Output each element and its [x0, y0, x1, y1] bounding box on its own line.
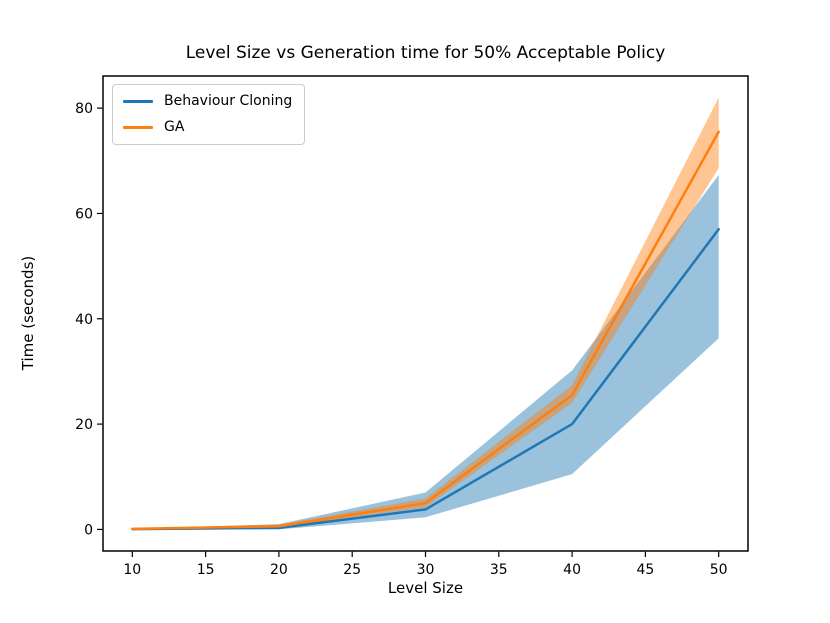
legend-label-ga: GA	[164, 119, 185, 135]
legend-entry-ga: GA	[123, 118, 292, 137]
y-tick-label: 60	[75, 206, 93, 222]
series-line-1	[131, 130, 720, 531]
x-tick-label: 50	[710, 562, 728, 578]
confidence-band-0	[132, 175, 719, 530]
x-tick-label: 15	[197, 562, 215, 578]
x-tick-label: 25	[343, 562, 361, 578]
y-tick-label: 20	[75, 417, 93, 433]
chart-title: Level Size vs Generation time for 50% Ac…	[185, 43, 666, 63]
x-tick-label: 20	[270, 562, 288, 578]
x-tick-label: 10	[123, 562, 141, 578]
x-tick-label: 40	[563, 562, 581, 578]
y-tick-label: 0	[84, 522, 93, 538]
legend-swatch-ga-icon	[123, 126, 153, 129]
y-axis-label: Time (seconds)	[19, 255, 37, 371]
plot-border	[102, 75, 749, 552]
x-tick-label: 30	[417, 562, 435, 578]
y-tick-label: 80	[75, 101, 93, 117]
legend-swatch-behaviour-cloning-icon	[123, 100, 153, 103]
x-axis-label: Level Size	[387, 579, 464, 597]
legend-entry-behaviour-cloning: Behaviour Cloning	[123, 92, 292, 111]
x-tick-label: 35	[490, 562, 508, 578]
y-tick-label: 40	[75, 312, 93, 328]
legend-label-behaviour-cloning: Behaviour Cloning	[164, 93, 293, 109]
x-tick-label: 45	[636, 562, 654, 578]
legend: Behaviour Cloning GA	[112, 84, 306, 145]
